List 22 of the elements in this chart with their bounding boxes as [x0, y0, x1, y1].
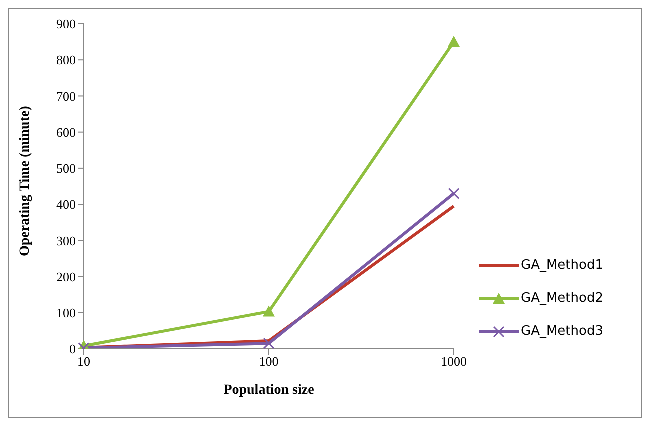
point [263, 338, 275, 349]
y-tick-label: 400 [56, 197, 76, 212]
point [263, 306, 275, 317]
legend-label: GA_Method1 [521, 258, 604, 273]
point [448, 188, 460, 200]
y-tick-label: 900 [56, 16, 76, 32]
point [448, 36, 460, 48]
y-tick-label: 600 [56, 124, 76, 140]
legend-label: GA_Method3 [521, 324, 604, 339]
y-tick-label: 100 [56, 306, 76, 321]
y-tick-label: 0 [70, 342, 76, 357]
y-tick-label: 300 [56, 233, 76, 248]
x-tick-label: 100 [259, 354, 279, 370]
y-tick-label: 500 [56, 161, 76, 176]
y-tick-label: 800 [56, 52, 76, 68]
y-tick-label: 700 [56, 88, 76, 104]
x-axis-title: Population size [224, 383, 314, 398]
x-tick-label: 1000 [441, 354, 467, 370]
legend-label: GA_Method2 [521, 291, 604, 306]
y-tick-label: 200 [56, 269, 76, 284]
y-axis-title: Operating Time (minute) [18, 106, 33, 256]
x-tick-label: 10 [78, 354, 90, 370]
